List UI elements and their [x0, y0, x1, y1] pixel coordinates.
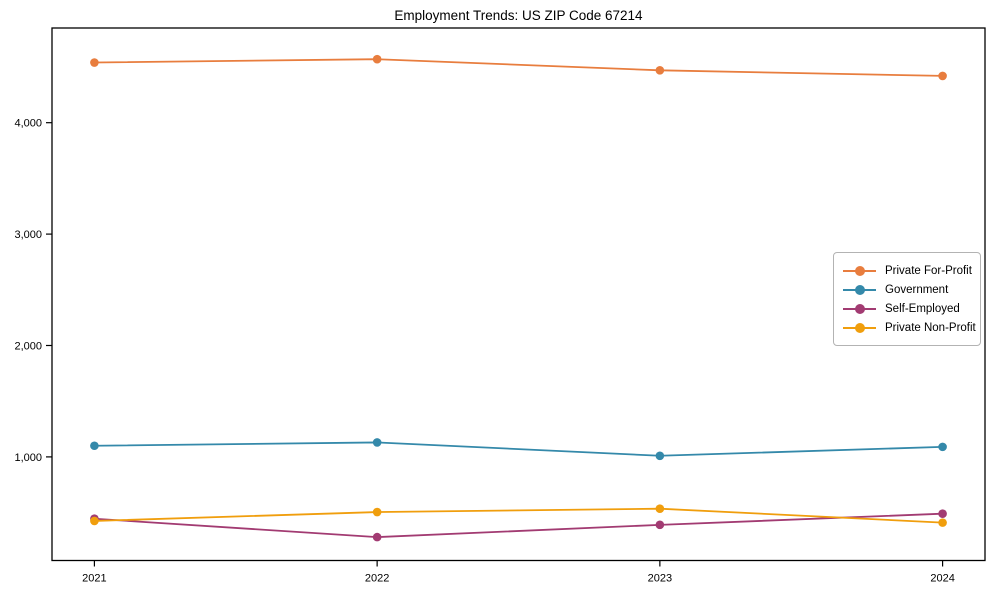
legend-line-marker-icon: [843, 303, 876, 315]
data-point-marker: [938, 518, 947, 527]
data-point-marker: [655, 504, 665, 513]
legend-line-marker-icon: [843, 284, 876, 296]
y-tick-label: 4,000: [14, 118, 42, 130]
legend-label: Private Non-Profit: [885, 322, 976, 335]
plot-frame: [51, 27, 986, 562]
data-point-marker: [655, 66, 665, 75]
x-tick-label: 2022: [365, 573, 389, 585]
plot-area: 1,000 2,000 3,000 4,000 2021 2022 2023 2024: [14, 27, 986, 585]
data-point-marker: [655, 451, 665, 461]
data-point-marker: [90, 441, 99, 451]
data-point-marker: [90, 58, 99, 67]
series-line: [94, 441, 943, 457]
data-point-marker: [90, 516, 99, 526]
data-point-marker: [655, 520, 665, 530]
x-tick-label: 2023: [648, 573, 672, 585]
y-tick-label: 1,000: [14, 452, 42, 464]
legend-label: Self-Employed: [885, 303, 960, 316]
legend-line-marker-icon: [843, 265, 876, 277]
series-line: [94, 512, 943, 539]
data-point-marker: [372, 54, 382, 64]
legend-item: Private For-Profit: [843, 261, 972, 280]
legend-label: Private For-Profit: [885, 264, 972, 277]
series-line: [94, 58, 943, 77]
legend-line-marker-icon: [843, 322, 876, 334]
y-tick-label: 3,000: [14, 229, 42, 241]
data-point-marker: [372, 438, 382, 447]
chart-title: Employment Trends: US ZIP Code 67214: [394, 8, 643, 23]
legend: Private For-Profit Government Self-Emplo…: [833, 252, 981, 346]
data-point-marker: [938, 509, 947, 519]
series-line: [94, 507, 943, 524]
data-point-marker: [372, 507, 382, 517]
legend-label: Government: [885, 283, 949, 296]
x-tick-label: 2024: [930, 573, 954, 585]
legend-item: Government: [843, 280, 971, 299]
data-point-marker: [938, 442, 947, 452]
x-tick-label: 2021: [82, 573, 106, 585]
legend-item: Self-Employed: [843, 300, 971, 319]
data-point-marker: [938, 71, 947, 81]
y-tick-label: 2,000: [14, 340, 42, 352]
data-point-marker: [372, 532, 382, 542]
legend-item: Private Non-Profit: [843, 319, 976, 338]
